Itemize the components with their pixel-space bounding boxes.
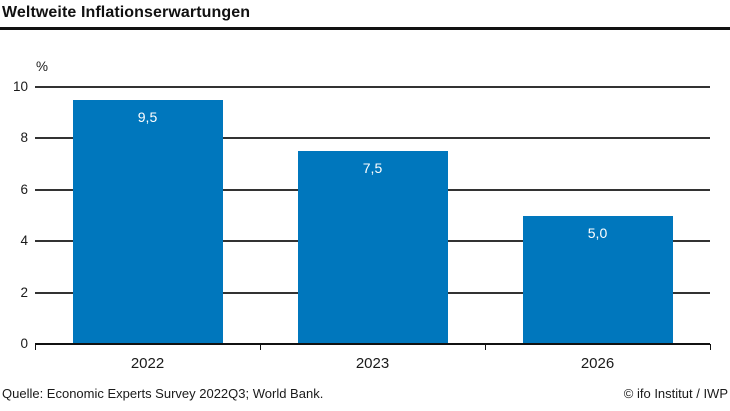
title-underline (0, 27, 730, 30)
bar-2026 (522, 215, 673, 344)
bar-2023 (297, 151, 448, 344)
bar-2022 (72, 99, 223, 344)
y-tick-label-10: 10 (12, 79, 28, 94)
x-axis-tick-2 (484, 344, 486, 350)
bar-value-label-2022: 9,5 (137, 108, 158, 125)
x-axis-line (35, 343, 710, 345)
bar-value-label-2026: 5,0 (587, 224, 608, 241)
x-category-label-2022: 2022 (130, 355, 165, 372)
y-tick-label-2: 2 (20, 284, 28, 300)
x-axis-tick-3 (709, 344, 711, 350)
copyright-credit: © ifo Institut / IWP (623, 386, 728, 401)
y-tick-label-6: 6 (20, 181, 28, 197)
x-category-label-2023: 2023 (355, 355, 390, 372)
y-tick-label-0: 0 (20, 336, 28, 351)
source-note: Quelle: Economic Experts Survey 2022Q3; … (2, 386, 324, 401)
y-axis-unit-label: % (36, 59, 49, 74)
x-axis-tick-1 (259, 344, 261, 350)
y-tick-label-4: 4 (20, 233, 28, 249)
y-tick-label-8: 8 (20, 130, 28, 146)
x-category-label-2026: 2026 (580, 355, 615, 372)
gridline-y8 (35, 137, 710, 140)
chart-title: Weltweite Inflationserwartungen (2, 4, 251, 21)
gridline-y10 (35, 86, 710, 88)
bar-value-label-2023: 7,5 (362, 160, 383, 177)
x-axis-tick-0 (34, 344, 36, 350)
